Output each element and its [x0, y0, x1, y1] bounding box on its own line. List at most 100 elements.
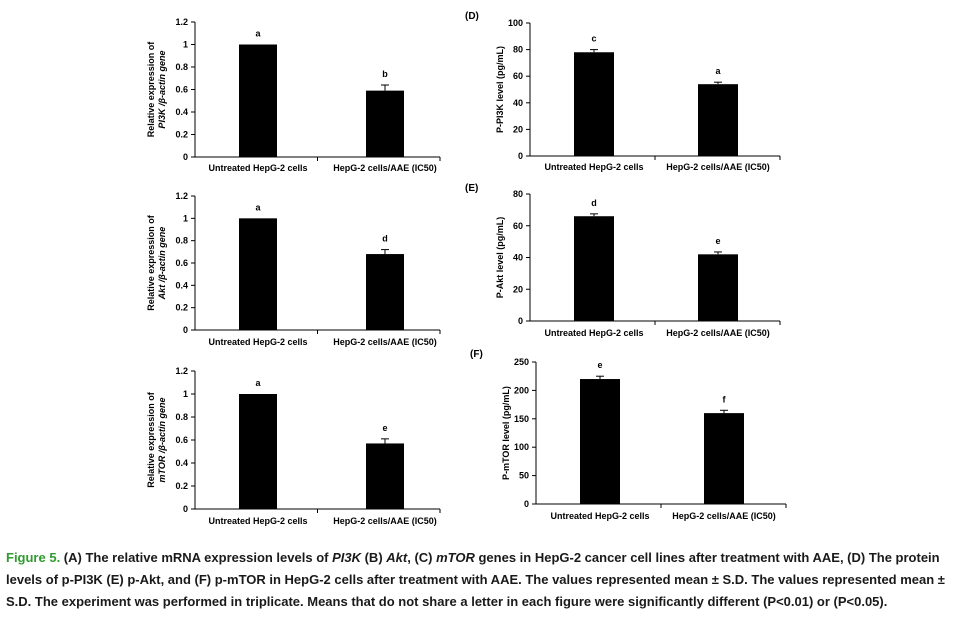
y-tick-label: 0: [183, 504, 188, 514]
y-tick-label: 0.2: [175, 481, 188, 491]
caption-segment: genes in HepG-2 cancer cell lines after …: [6, 550, 945, 609]
x-category-label: Untreated HepG-2 cells: [544, 162, 643, 172]
significance-letter: a: [715, 66, 721, 76]
caption-lead: Figure 5.: [6, 550, 61, 565]
y-tick-label: 1.2: [175, 17, 188, 27]
y-tick-label: 0: [524, 499, 529, 509]
chart-panel-c: 0 0.2 0.4 0.6 0.8 1 1.2 a Untreated HepG-2 cells…: [146, 366, 441, 526]
panel-label: (D): [465, 11, 479, 22]
significance-letter: a: [255, 29, 261, 39]
y-axis-label: Relative expression of: [146, 41, 156, 138]
panel-label: (F): [470, 349, 483, 360]
x-category-label: Untreated HepG-2 cells: [544, 328, 643, 338]
caption-segment: , (C): [407, 550, 437, 565]
bar: [239, 394, 277, 509]
x-category-label: HepG-2 cells/AAE (IC50): [666, 162, 770, 172]
significance-letter: c: [591, 34, 596, 44]
y-tick-label: 0.2: [175, 303, 188, 313]
y-tick-label: 100: [514, 442, 529, 452]
bar: [239, 218, 277, 330]
y-axis-label-gene: Akt /β-actin gene: [157, 227, 167, 301]
y-tick-label: 20: [513, 284, 523, 294]
chart-panel-d: 0 20 40 60 80 100 c Untreated HepG-2 cells a HepG…: [465, 11, 781, 172]
y-tick-label: 250: [514, 357, 529, 367]
significance-letter: d: [591, 198, 597, 208]
y-axis-label: P-Akt level (pg/mL): [495, 217, 505, 299]
y-tick-label: 40: [513, 98, 523, 108]
chart-panel-b: 0 0.2 0.4 0.6 0.8 1 1.2 a Untreated HepG-2 cells…: [146, 191, 441, 347]
y-tick-label: 1: [183, 213, 188, 223]
y-tick-label: 80: [513, 189, 523, 199]
bar: [704, 413, 744, 504]
significance-letter: e: [382, 423, 387, 433]
x-category-label: Untreated HepG-2 cells: [550, 511, 649, 521]
significance-letter: a: [255, 378, 261, 388]
y-axis-label: Relative expression of: [146, 214, 156, 311]
significance-letter: a: [255, 202, 261, 212]
y-axis-label: Relative expression of: [146, 391, 156, 488]
bar: [366, 254, 404, 330]
figure-5-charts: 0 0.2 0.4 0.6 0.8 1 1.2 a Untreated HepG-2 cells…: [146, 11, 787, 526]
caption-segment: (B): [360, 550, 387, 565]
chart-panel-f: 0 50 100 150 200 250 e Untreated HepG-2 cells f H…: [470, 349, 787, 521]
y-tick-label: 20: [513, 124, 523, 134]
bar: [574, 216, 614, 321]
y-tick-label: 0.4: [175, 280, 188, 290]
chart-panel-e: 0 20 40 60 80 d Untreated HepG-2 cells e HepG-2 …: [465, 183, 781, 338]
y-tick-label: 1: [183, 389, 188, 399]
x-category-label: HepG-2 cells/AAE (IC50): [333, 337, 437, 347]
figure-caption: Figure 5. (A) The relative mRNA expressi…: [6, 547, 958, 613]
x-category-label: HepG-2 cells/AAE (IC50): [672, 511, 776, 521]
y-tick-label: 0.4: [175, 107, 188, 117]
y-tick-label: 0: [183, 325, 188, 335]
y-tick-label: 80: [513, 45, 523, 55]
y-tick-label: 0.8: [175, 62, 188, 72]
chart-panel-a: 0 0.2 0.4 0.6 0.8 1 1.2 a Untreated HepG-2 cells…: [146, 17, 441, 173]
y-tick-label: 150: [514, 414, 529, 424]
bar: [574, 52, 614, 157]
y-tick-label: 0.2: [175, 130, 188, 140]
x-category-label: HepG-2 cells/AAE (IC50): [333, 516, 437, 526]
caption-segment: (A) The relative mRNA expression levels …: [60, 550, 333, 565]
bar: [366, 90, 404, 157]
y-tick-label: 1: [183, 40, 188, 50]
caption-segment: Akt: [386, 550, 408, 565]
y-tick-label: 0.8: [175, 412, 188, 422]
caption-segment: PI3K: [332, 550, 361, 565]
y-tick-label: 0.6: [175, 435, 188, 445]
y-tick-label: 1.2: [175, 191, 188, 201]
bar: [698, 84, 738, 156]
panel-label: (E): [465, 183, 478, 194]
y-tick-label: 50: [519, 471, 529, 481]
significance-letter: b: [382, 69, 388, 79]
y-tick-label: 0.6: [175, 258, 188, 268]
x-category-label: Untreated HepG-2 cells: [208, 337, 307, 347]
y-axis-label-gene: PI3K /β-actin gene: [157, 50, 167, 128]
y-tick-label: 60: [513, 71, 523, 81]
caption-body: (A) The relative mRNA expression levels …: [6, 550, 945, 609]
bar: [239, 44, 277, 157]
x-category-label: HepG-2 cells/AAE (IC50): [666, 328, 770, 338]
bar: [698, 254, 738, 321]
y-tick-label: 0: [518, 151, 523, 161]
y-tick-label: 0.4: [175, 458, 188, 468]
y-tick-label: 0: [518, 316, 523, 326]
caption-segment: mTOR: [436, 550, 475, 565]
y-axis-label: P-PI3K level (pg/mL): [495, 46, 505, 133]
significance-letter: d: [382, 234, 388, 244]
y-axis-label: P-mTOR level (pg/mL): [501, 386, 511, 480]
y-axis-label-gene: mTOR /β-actin gene: [157, 398, 167, 483]
significance-letter: e: [597, 360, 602, 370]
significance-letter: e: [715, 236, 720, 246]
bar: [366, 443, 404, 509]
y-tick-label: 0.6: [175, 85, 188, 95]
y-tick-label: 0: [183, 152, 188, 162]
significance-letter: f: [723, 394, 727, 404]
y-tick-label: 1.2: [175, 366, 188, 376]
y-tick-label: 40: [513, 253, 523, 263]
y-tick-label: 60: [513, 221, 523, 231]
x-category-label: HepG-2 cells/AAE (IC50): [333, 163, 437, 173]
y-tick-label: 100: [508, 18, 523, 28]
bar: [580, 379, 620, 504]
y-tick-label: 200: [514, 385, 529, 395]
